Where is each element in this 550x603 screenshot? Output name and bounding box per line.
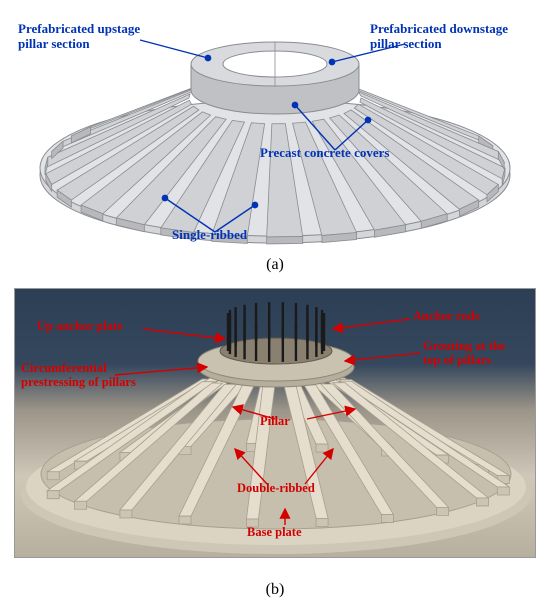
label-pillar: Pillar xyxy=(260,414,290,428)
panel-b: Up anchor plate Anchor rods Grouting at … xyxy=(0,280,550,603)
label-grouting: Grouting at the top of pillars xyxy=(423,339,505,368)
label-upstage: Prefabricated upstage pillar section xyxy=(18,22,140,52)
caption-b: (b) xyxy=(0,581,550,599)
label-up-anchor: Up anchor plate xyxy=(37,319,123,333)
label-covers: Precast concrete covers xyxy=(260,146,389,161)
label-single-ribbed: Single-ribbed xyxy=(172,228,247,243)
label-double-ribbed: Double-ribbed xyxy=(237,481,315,495)
label-circ-prestress: Circumferential prestressing of pillars xyxy=(21,361,136,390)
label-anchor-rods: Anchor rods xyxy=(413,309,480,323)
photo-frame: Up anchor plate Anchor rods Grouting at … xyxy=(14,288,536,558)
caption-a: (a) xyxy=(0,256,550,274)
label-downstage: Prefabricated downstage pillar section xyxy=(370,22,508,52)
panel-a: Prefabricated upstage pillar section Pre… xyxy=(0,0,550,280)
label-base-plate: Base plate xyxy=(247,525,302,539)
